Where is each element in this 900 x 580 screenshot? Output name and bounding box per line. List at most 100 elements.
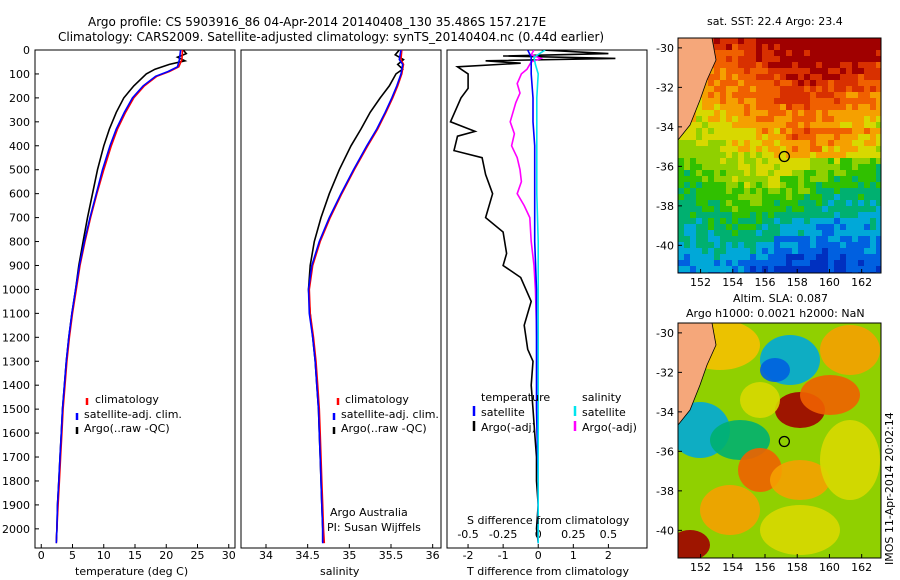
sst-cell <box>864 98 870 104</box>
sst-cell <box>804 194 810 200</box>
sst-cell <box>708 140 714 146</box>
sst-cell <box>738 104 744 110</box>
sst-cell <box>816 164 822 170</box>
sst-cell <box>810 218 816 224</box>
sst-cell <box>846 200 852 206</box>
sst-cell <box>696 236 702 242</box>
sst-cell <box>810 134 816 140</box>
sst-cell <box>828 152 834 158</box>
sst-cell <box>756 56 762 62</box>
sst-cell <box>726 254 732 260</box>
sst-cell <box>870 44 876 50</box>
sst-cell <box>768 50 774 56</box>
sst-cell <box>786 164 792 170</box>
sst-cell <box>768 254 774 260</box>
sst-cell <box>780 110 786 116</box>
sst-cell <box>744 266 750 272</box>
sst-cell <box>720 80 726 86</box>
sst-cell <box>822 266 828 272</box>
sst-cell <box>720 104 726 110</box>
sst-cell <box>744 110 750 116</box>
sst-cell <box>750 236 756 242</box>
sst-cell <box>798 68 804 74</box>
sst-cell <box>690 236 696 242</box>
sst-cell <box>834 248 840 254</box>
sla-anomaly-blob <box>820 325 880 375</box>
sst-cell <box>690 170 696 176</box>
sst-cell <box>702 224 708 230</box>
sst-cell <box>738 152 744 158</box>
sst-cell <box>786 38 792 44</box>
sst-cell <box>756 62 762 68</box>
sst-cell <box>738 140 744 146</box>
sst-cell <box>852 236 858 242</box>
sst-cell <box>750 212 756 218</box>
sst-cell <box>756 218 762 224</box>
sst-cell <box>714 194 720 200</box>
sst-cell <box>810 92 816 98</box>
sst-cell <box>720 92 726 98</box>
sst-cell <box>702 128 708 134</box>
sst-cell <box>864 194 870 200</box>
sst-cell <box>678 266 684 272</box>
sst-cell <box>828 218 834 224</box>
sst-cell <box>786 200 792 206</box>
sst-cell <box>738 206 744 212</box>
sst-cell <box>732 164 738 170</box>
sst-cell <box>792 122 798 128</box>
sst-cell <box>678 152 684 158</box>
sst-cell <box>804 98 810 104</box>
sst-cell <box>792 50 798 56</box>
sst-cell <box>858 74 864 80</box>
sst-cell <box>690 182 696 188</box>
sst-cell <box>720 224 726 230</box>
sst-cell <box>876 80 881 86</box>
sst-cell <box>822 254 828 260</box>
sst-cell <box>732 44 738 50</box>
sst-cell <box>858 116 864 122</box>
sst-cell <box>858 152 864 158</box>
sst-cell <box>828 62 834 68</box>
sst-cell <box>864 140 870 146</box>
sst-cell <box>870 86 876 92</box>
sst-cell <box>840 182 846 188</box>
sst-cell <box>804 260 810 266</box>
sst-cell <box>726 152 732 158</box>
sst-cell <box>822 248 828 254</box>
sst-cell <box>864 236 870 242</box>
sst-cell <box>810 86 816 92</box>
sst-cell <box>732 62 738 68</box>
sst-cell <box>762 194 768 200</box>
sst-cell <box>864 218 870 224</box>
x-tick-label: 1 <box>570 549 577 562</box>
sst-cell <box>738 74 744 80</box>
sst-cell <box>696 158 702 164</box>
sst-cell <box>696 218 702 224</box>
map-x-tick-label: 162 <box>851 276 872 289</box>
sst-cell <box>792 38 798 44</box>
sst-cell <box>678 212 684 218</box>
sst-cell <box>744 104 750 110</box>
sst-cell <box>780 236 786 242</box>
sst-cell <box>876 236 881 242</box>
sst-cell <box>696 128 702 134</box>
sst-cell <box>684 218 690 224</box>
sst-cell <box>720 176 726 182</box>
map-x-tick-label: 158 <box>787 276 808 289</box>
sst-cell <box>822 110 828 116</box>
sst-cell <box>816 74 822 80</box>
sst-cell <box>786 74 792 80</box>
sst-cell <box>744 206 750 212</box>
sst-cell <box>870 116 876 122</box>
sst-cell <box>852 248 858 254</box>
sst-cell <box>804 146 810 152</box>
sst-cell <box>762 224 768 230</box>
sst-cell <box>852 224 858 230</box>
sst-cell <box>858 224 864 230</box>
sst-cell <box>816 188 822 194</box>
sst-cell <box>876 110 881 116</box>
sst-cell <box>822 56 828 62</box>
map-x-tick-label: 156 <box>755 276 776 289</box>
sst-cell <box>858 164 864 170</box>
sst-cell <box>720 212 726 218</box>
